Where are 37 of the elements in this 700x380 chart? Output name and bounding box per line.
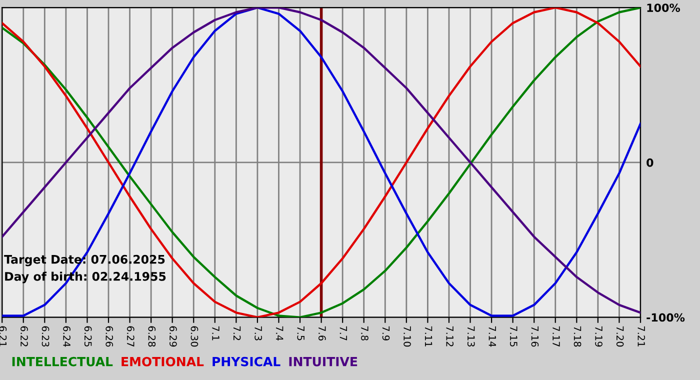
x-tick-label: 6.22 — [20, 326, 28, 346]
x-tick-label: 7.8 — [361, 326, 368, 340]
x-tick-label: 7.13 — [467, 326, 475, 346]
x-tick-label: 7.18 — [574, 326, 582, 347]
x-tick-label: 6.28 — [148, 326, 156, 347]
x-tick-label: 7.7 — [340, 326, 347, 340]
x-tick-label: 7.2 — [233, 326, 241, 340]
x-tick-label: 7.9 — [382, 326, 390, 340]
x-tick-label: 7.19 — [595, 326, 602, 347]
x-tick-label: 7.4 — [276, 326, 284, 341]
x-tick-label: 7.10 — [404, 326, 411, 347]
x-tick-label: 6.24 — [63, 326, 70, 347]
text: EMOTIONAL — [122, 356, 204, 366]
text: INTUITIVE — [289, 357, 358, 366]
x-tick-label: 7.14 — [488, 326, 496, 347]
x-tick-label: 7.11 — [425, 326, 432, 346]
text: PHYSICAL — [212, 356, 280, 366]
x-tick-label: 6.30 — [190, 326, 198, 347]
y-tick-label: -100% — [646, 313, 685, 322]
x-tick-label: 7.3 — [254, 326, 262, 340]
y-tick-label: 0 — [646, 158, 654, 167]
x-tick-label: 6.26 — [106, 326, 114, 347]
x-tick-label: 7.1 — [212, 326, 220, 340]
x-tick-label: 7.5 — [297, 326, 304, 340]
x-tick-label: 7.20 — [616, 326, 624, 347]
x-tick-label: 6.23 — [42, 326, 50, 346]
x-tick-label: 7.15 — [510, 326, 518, 346]
x-tick-label: 7.21 — [638, 326, 646, 346]
y-tick-label: 100% — [647, 4, 680, 12]
x-tick-label: 6.25 — [84, 326, 92, 346]
x-tick-label: 6.29 — [170, 326, 177, 347]
x-tick-label: 7.17 — [552, 326, 560, 346]
x-tick-label: 6.27 — [126, 326, 134, 346]
text: INTELLECTUAL — [12, 356, 113, 366]
x-tick-label: 7.16 — [531, 326, 539, 347]
x-tick-label: 7.12 — [446, 326, 454, 346]
x-tick-label: 7.6 — [318, 326, 326, 340]
